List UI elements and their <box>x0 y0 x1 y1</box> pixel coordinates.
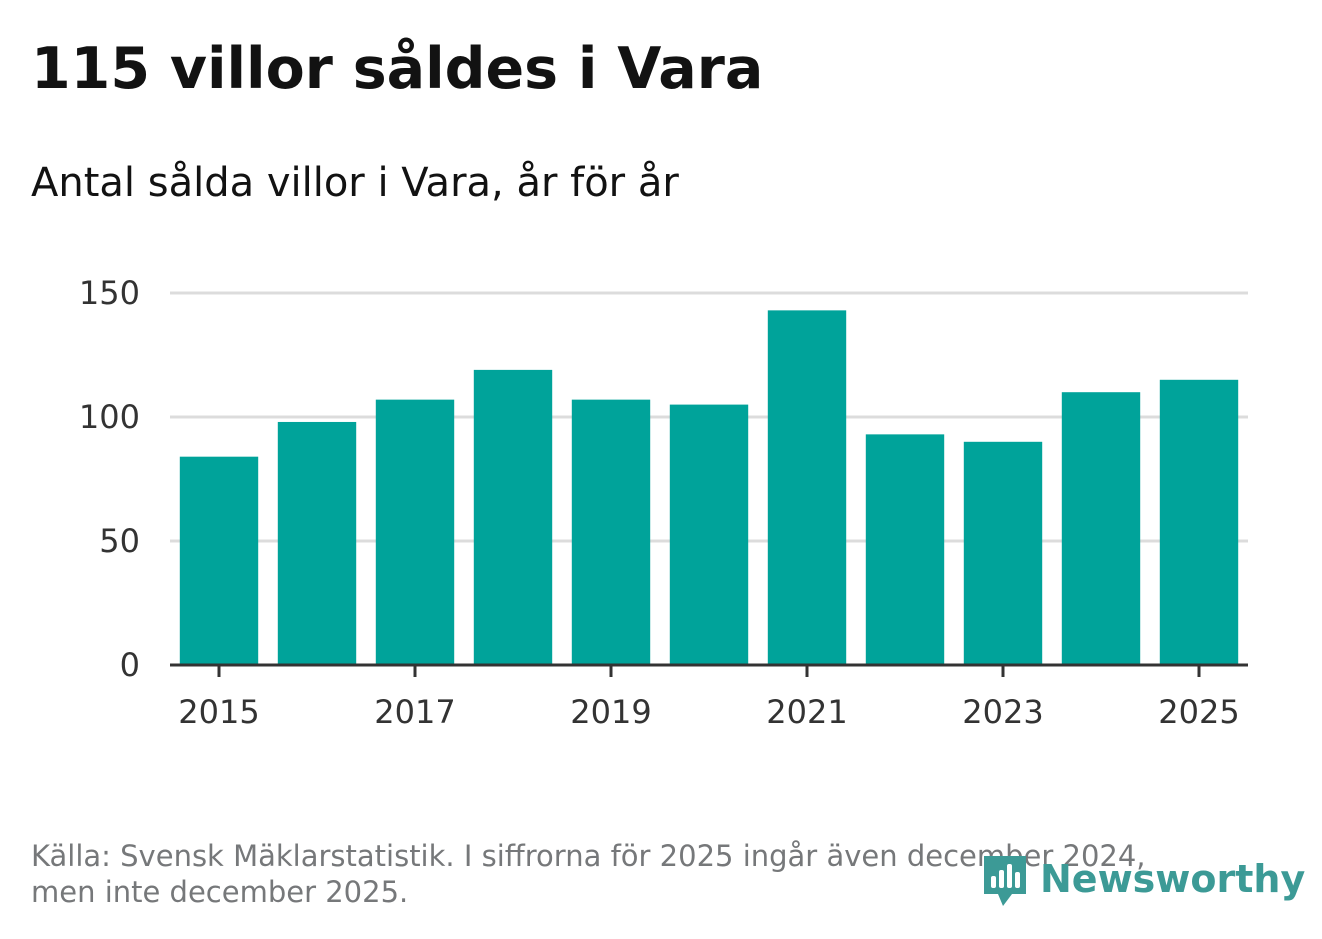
y-tick-label: 100 <box>79 398 140 436</box>
y-tick-label: 0 <box>120 646 140 684</box>
bar-2016 <box>277 421 357 665</box>
bar-2021 <box>767 310 847 665</box>
bar-2024 <box>1061 392 1141 665</box>
logo-text: Newsworthy <box>1040 857 1306 901</box>
bar-2018 <box>473 369 553 665</box>
bar-2017 <box>375 399 455 665</box>
bar-2020 <box>669 404 749 665</box>
source-line-1: Källa: Svensk Mäklarstatistik. I siffror… <box>31 839 1146 873</box>
x-tick-label: 2023 <box>962 693 1043 731</box>
bars <box>179 310 1239 665</box>
newsworthy-logo: Newsworthy <box>980 850 1305 908</box>
x-tick-label: 2019 <box>570 693 651 731</box>
y-tick-label: 50 <box>99 522 140 560</box>
newsworthy-chart-bubble-icon <box>984 856 1026 906</box>
axes: 0 50 100 150 2015 2017 2019 2021 2023 2025 <box>79 274 1248 731</box>
chart-subtitle: Antal sålda villor i Vara, år för år <box>31 160 679 206</box>
bar-2015 <box>179 456 259 665</box>
x-tick-label: 2017 <box>374 693 455 731</box>
bar-2019 <box>571 399 651 665</box>
bar-2025 <box>1159 379 1239 665</box>
bar-2023 <box>963 441 1043 665</box>
x-tick-label: 2021 <box>766 693 847 731</box>
x-tick-label: 2015 <box>178 693 259 731</box>
source-note: Källa: Svensk Mäklarstatistik. I siffror… <box>31 838 1231 910</box>
bar-2022 <box>865 434 945 665</box>
source-line-2: men inte december 2025. <box>31 875 409 909</box>
bar-chart: 0 50 100 150 2015 2017 2019 2021 2023 2025 <box>79 274 1248 731</box>
y-tick-label: 150 <box>79 274 140 312</box>
x-tick-label: 2025 <box>1158 693 1239 731</box>
chart-title: 115 villor såldes i Vara <box>31 36 764 102</box>
